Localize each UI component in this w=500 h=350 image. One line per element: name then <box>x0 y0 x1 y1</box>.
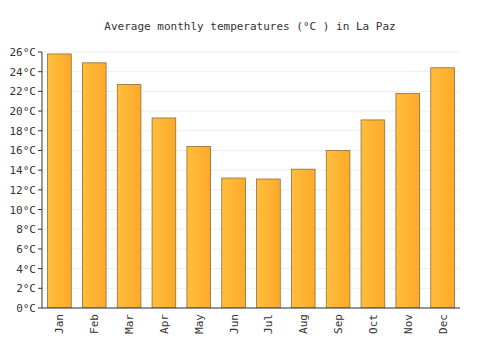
tick-mark <box>38 189 42 190</box>
bar <box>431 68 455 308</box>
x-tick-label: Mar <box>123 314 136 334</box>
x-tick-label: Nov <box>402 314 415 334</box>
bar <box>222 178 246 308</box>
x-tick-label: Jul <box>262 314 275 334</box>
bar <box>48 54 72 308</box>
tick-mark <box>38 150 42 151</box>
y-tick-label: 22°C <box>10 85 37 98</box>
bar <box>396 93 420 308</box>
x-tick-label: Jun <box>228 314 241 334</box>
y-tick-label: 2°C <box>16 282 36 295</box>
tick-mark <box>38 308 42 309</box>
y-axis <box>42 52 43 308</box>
grid-line <box>42 52 460 53</box>
bar <box>291 169 315 308</box>
tick-mark <box>38 52 42 53</box>
y-tick-label: 14°C <box>10 164 37 177</box>
y-tick-label: 4°C <box>16 263 36 276</box>
x-tick-label: May <box>193 314 206 334</box>
tick-mark <box>38 268 42 269</box>
tick-mark <box>38 209 42 210</box>
grid-line <box>42 308 460 309</box>
y-tick-label: 16°C <box>10 144 37 157</box>
y-tick-label: 18°C <box>10 125 37 138</box>
bar <box>326 150 350 308</box>
tick-mark <box>38 248 42 249</box>
x-tick-label: Oct <box>367 314 380 334</box>
bar <box>117 84 141 308</box>
x-tick-label: Apr <box>158 314 171 334</box>
y-tick-label: 20°C <box>10 105 37 118</box>
tick-mark <box>38 229 42 230</box>
y-tick-label: 6°C <box>16 243 36 256</box>
x-axis <box>42 308 460 309</box>
tick-mark <box>38 91 42 92</box>
x-tick-label: Jan <box>53 314 66 334</box>
bar <box>361 120 385 308</box>
y-tick-label: 10°C <box>10 204 37 217</box>
x-tick-label: Dec <box>437 314 450 334</box>
bar <box>187 147 211 308</box>
tick-mark <box>38 71 42 72</box>
bar <box>152 118 176 308</box>
chart-container: Average monthly temperatures (°C ) in La… <box>0 0 500 350</box>
x-tick-label: Aug <box>297 314 310 334</box>
tick-mark <box>38 111 42 112</box>
y-tick-label: 0°C <box>16 302 36 315</box>
bar <box>257 179 281 308</box>
x-tick-label: Feb <box>88 314 101 334</box>
tick-mark <box>38 130 42 131</box>
y-tick-label: 24°C <box>10 66 37 79</box>
y-tick-label: 12°C <box>10 184 37 197</box>
y-tick-label: 26°C <box>10 46 37 59</box>
y-tick-label: 8°C <box>16 223 36 236</box>
title: Average monthly temperatures (°C ) in La… <box>104 20 395 33</box>
bar <box>82 63 106 308</box>
x-tick-label: Sep <box>332 314 345 334</box>
bars <box>48 54 455 308</box>
tick-mark <box>38 170 42 171</box>
chart-svg: Average monthly temperatures (°C ) in La… <box>0 0 500 350</box>
tick-mark <box>38 288 42 289</box>
